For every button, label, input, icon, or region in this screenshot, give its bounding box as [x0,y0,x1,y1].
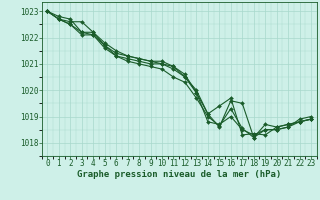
X-axis label: Graphe pression niveau de la mer (hPa): Graphe pression niveau de la mer (hPa) [77,170,281,179]
